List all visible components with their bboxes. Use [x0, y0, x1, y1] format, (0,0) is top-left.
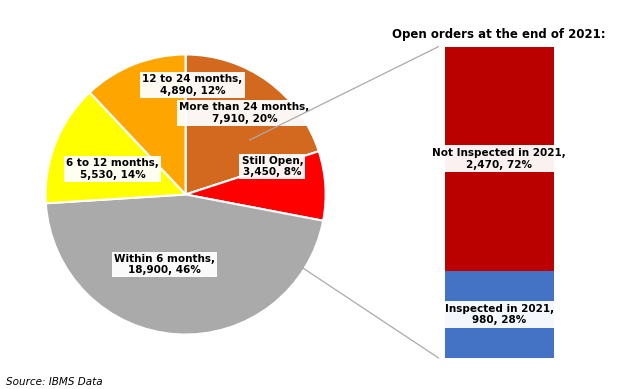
- Title: Open orders at the end of 2021:: Open orders at the end of 2021:: [392, 28, 606, 41]
- Text: Within 6 months,
18,900, 46%: Within 6 months, 18,900, 46%: [114, 254, 215, 275]
- Text: Inspected in 2021,
980, 28%: Inspected in 2021, 980, 28%: [445, 303, 554, 325]
- Bar: [445, 47, 554, 271]
- Wedge shape: [45, 93, 186, 203]
- Text: 12 to 24 months,
4,890, 12%: 12 to 24 months, 4,890, 12%: [143, 74, 243, 96]
- Text: Still Open,
3,450, 8%: Still Open, 3,450, 8%: [241, 156, 303, 177]
- Wedge shape: [186, 54, 319, 194]
- Text: 6 to 12 months,
5,530, 14%: 6 to 12 months, 5,530, 14%: [67, 158, 159, 180]
- Wedge shape: [90, 54, 186, 194]
- Text: Not Inspected in 2021,
2,470, 72%: Not Inspected in 2021, 2,470, 72%: [433, 148, 566, 170]
- Text: Source: IBMS Data: Source: IBMS Data: [6, 377, 103, 387]
- Wedge shape: [186, 151, 326, 221]
- Bar: [445, 271, 554, 358]
- Wedge shape: [46, 194, 323, 335]
- Text: More than 24 months,
7,910, 20%: More than 24 months, 7,910, 20%: [179, 102, 310, 124]
